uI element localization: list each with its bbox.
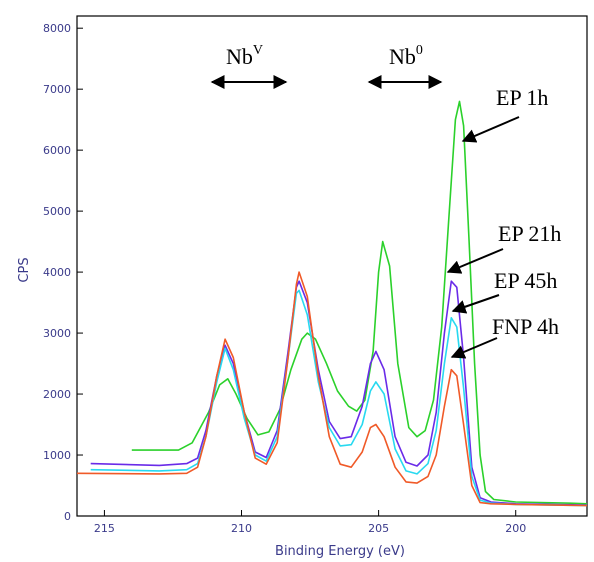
y-tick-label-6: 6000 xyxy=(43,144,71,157)
callout-ep21-arrow xyxy=(446,248,504,274)
x-tick-label-3: 200 xyxy=(505,522,526,535)
series-line-fnp-4h xyxy=(76,271,588,507)
y-tick-label-4: 4000 xyxy=(43,266,71,279)
series-line-ep-45h xyxy=(90,289,588,507)
x-axis-label: Binding Energy (eV) xyxy=(275,544,405,559)
y-tick-label-0: 0 xyxy=(64,510,71,523)
x-tick-label-1: 210 xyxy=(231,522,252,535)
callout-ep45-label: EP 45h xyxy=(494,268,557,293)
series-layer xyxy=(76,100,588,507)
plot-area xyxy=(76,15,588,517)
callout-ep1-arrow xyxy=(461,116,520,143)
callout-ep45-arrow xyxy=(451,294,500,314)
annotation-nb0: Nb0 xyxy=(367,43,443,89)
annotation-nbv-text: Nb xyxy=(226,44,253,69)
callout-ep1-label: EP 1h xyxy=(496,85,548,110)
callout-ep21: EP 21h xyxy=(446,221,561,274)
x-tick-label-0: 215 xyxy=(94,522,115,535)
series-line-ep-1h xyxy=(131,100,588,505)
x-tick-label-2: 205 xyxy=(368,522,389,535)
series-line-ep-21h xyxy=(90,280,588,506)
callout-fnp4-arrow xyxy=(450,337,498,359)
annotation-nb0-sup: 0 xyxy=(416,43,423,58)
y-tick-label-8: 8000 xyxy=(43,22,71,35)
callout-ep1: EP 1h xyxy=(461,85,548,143)
annotation-nbv: NbV xyxy=(210,43,288,89)
callout-ep45: EP 45h xyxy=(451,268,557,314)
y-axis: 0 1000 2000 3000 4000 5000 6000 7000 8000 xyxy=(43,22,83,523)
y-tick-label-3: 3000 xyxy=(43,327,71,340)
svg-text:Nb0: Nb0 xyxy=(389,43,423,69)
y-tick-label-7: 7000 xyxy=(43,83,71,96)
callout-fnp4-label: FNP 4h xyxy=(492,314,559,339)
x-axis: 215 210 205 200 xyxy=(94,510,526,535)
annotation-nbv-sup: V xyxy=(253,43,263,58)
y-axis-label: CPS xyxy=(17,257,32,282)
callout-ep21-label: EP 21h xyxy=(498,221,561,246)
callout-fnp4: FNP 4h xyxy=(450,314,559,359)
svg-text:NbV: NbV xyxy=(226,43,263,69)
y-tick-label-1: 1000 xyxy=(43,449,71,462)
y-tick-label-2: 2000 xyxy=(43,388,71,401)
y-tick-label-5: 5000 xyxy=(43,205,71,218)
annotation-nb0-text: Nb xyxy=(389,44,416,69)
